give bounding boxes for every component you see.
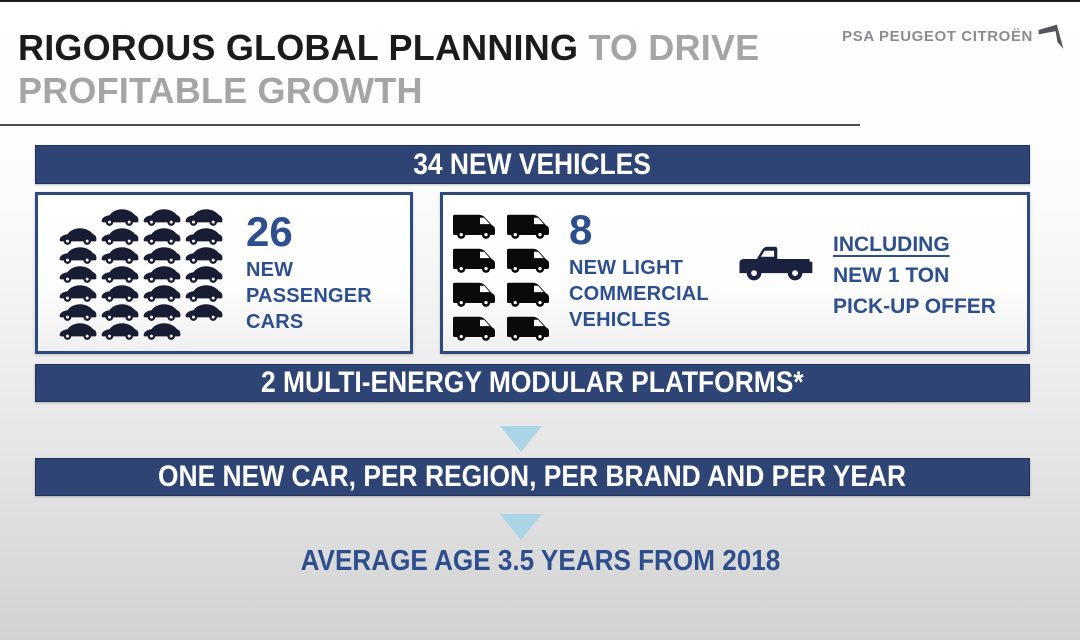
passenger-car-pictogram-grid — [58, 206, 224, 339]
passenger-car-icon — [100, 301, 140, 322]
passenger-car-icon — [142, 301, 182, 322]
passenger-cars-count-block: 26 NEW PASSENGER CARS — [246, 207, 372, 335]
delivery-van-icon — [505, 245, 551, 275]
pickup-offer-line2: NEW 1 TON — [833, 264, 950, 287]
commercial-vehicles-count: 8 — [569, 206, 593, 253]
passenger-cars-label-3: CARS — [246, 311, 304, 333]
commercial-vehicles-label-3: VEHICLES — [569, 309, 671, 331]
banner-34-new-vehicles-label: 34 NEW VEHICLES — [413, 147, 652, 181]
passenger-cars-label-2: PASSENGER — [246, 285, 372, 307]
title-line2: PROFITABLE GROWTH — [18, 70, 423, 111]
passenger-car-icon — [58, 244, 98, 265]
delivery-van-icon — [451, 245, 497, 275]
banner-cadence: ONE NEW CAR, PER REGION, PER BRAND AND P… — [35, 458, 1030, 496]
pickup-offer-text: INCLUDING NEW 1 TON PICK-UP OFFER — [833, 229, 996, 322]
banner-cadence-label: ONE NEW CAR, PER REGION, PER BRAND AND P… — [158, 460, 907, 493]
passenger-car-icon — [184, 206, 224, 227]
passenger-cars-count: 26 — [246, 208, 293, 255]
title-black-part: RIGOROUS GLOBAL PLANNING — [18, 27, 579, 68]
passenger-car-icon — [184, 225, 224, 246]
passenger-car-icon — [142, 244, 182, 265]
down-arrow-icon — [500, 426, 542, 452]
passenger-car-icon — [184, 301, 224, 322]
page-title: RIGOROUS GLOBAL PLANNING TO DRIVE PROFIT… — [18, 26, 759, 112]
passenger-car-icon — [100, 282, 140, 303]
banner-34-new-vehicles: 34 NEW VEHICLES — [35, 145, 1030, 184]
passenger-cars-label-1: NEW — [246, 259, 294, 281]
delivery-van-icon — [505, 211, 551, 241]
banner-platforms: 2 MULTI-ENERGY MODULAR PLATFORMS* — [35, 364, 1030, 402]
van-pictogram-grid — [451, 211, 551, 343]
title-line1: RIGOROUS GLOBAL PLANNING TO DRIVE — [18, 26, 759, 69]
passenger-car-icon — [184, 263, 224, 284]
passenger-car-icon — [100, 244, 140, 265]
car-row — [58, 263, 224, 282]
psa-arrow-logo-icon — [1038, 24, 1064, 49]
passenger-car-icon — [142, 206, 182, 227]
commercial-vehicles-label-2: COMMERCIAL — [569, 283, 709, 305]
passenger-car-icon — [142, 263, 182, 284]
title-gray-part: TO DRIVE — [578, 27, 760, 68]
passenger-car-icon — [184, 282, 224, 303]
banner-platforms-label: 2 MULTI-ENERGY MODULAR PLATFORMS* — [261, 366, 804, 399]
passenger-car-icon — [58, 263, 98, 284]
car-row — [58, 301, 224, 320]
passenger-car-icon — [100, 320, 140, 341]
commercial-vehicles-count-block: 8 NEW LIGHT COMMERCIAL VEHICLES — [569, 205, 709, 333]
psa-logo: PSA PEUGEOT CITROËN — [842, 22, 1064, 52]
passenger-car-icon — [142, 282, 182, 303]
commercial-vehicles-box: 8 NEW LIGHT COMMERCIAL VEHICLES INCLUDIN… — [440, 192, 1030, 354]
pickup-offer-line1: INCLUDING — [833, 233, 950, 256]
passenger-car-icon — [58, 301, 98, 322]
car-row — [100, 206, 224, 225]
psa-logo-text: PSA PEUGEOT CITROËN — [842, 28, 1033, 45]
car-row — [58, 225, 224, 244]
car-row — [58, 244, 224, 263]
passenger-car-icon — [58, 320, 98, 341]
pickup-offer-line3: PICK-UP OFFER — [833, 295, 996, 318]
car-row — [58, 320, 224, 339]
passenger-car-icon — [100, 206, 140, 227]
delivery-van-icon — [505, 313, 551, 343]
passenger-car-icon — [58, 282, 98, 303]
average-age-statement: AVERAGE AGE 3.5 YEARS FROM 2018 — [300, 545, 780, 577]
passenger-car-icon — [142, 225, 182, 246]
delivery-van-icon — [505, 279, 551, 309]
down-arrow-icon — [500, 514, 542, 540]
car-row — [58, 282, 224, 301]
passenger-car-icon — [142, 320, 182, 341]
delivery-van-icon — [451, 313, 497, 343]
commercial-vehicles-label-1: NEW LIGHT — [569, 257, 684, 279]
delivery-van-icon — [451, 211, 497, 241]
passenger-cars-box: 26 NEW PASSENGER CARS — [35, 192, 413, 354]
passenger-car-icon — [100, 263, 140, 284]
title-underline-rule — [0, 124, 860, 126]
delivery-van-icon — [451, 279, 497, 309]
pickup-truck-icon — [734, 241, 816, 287]
passenger-car-icon — [100, 225, 140, 246]
passenger-car-icon — [58, 225, 98, 246]
passenger-car-icon — [184, 244, 224, 265]
